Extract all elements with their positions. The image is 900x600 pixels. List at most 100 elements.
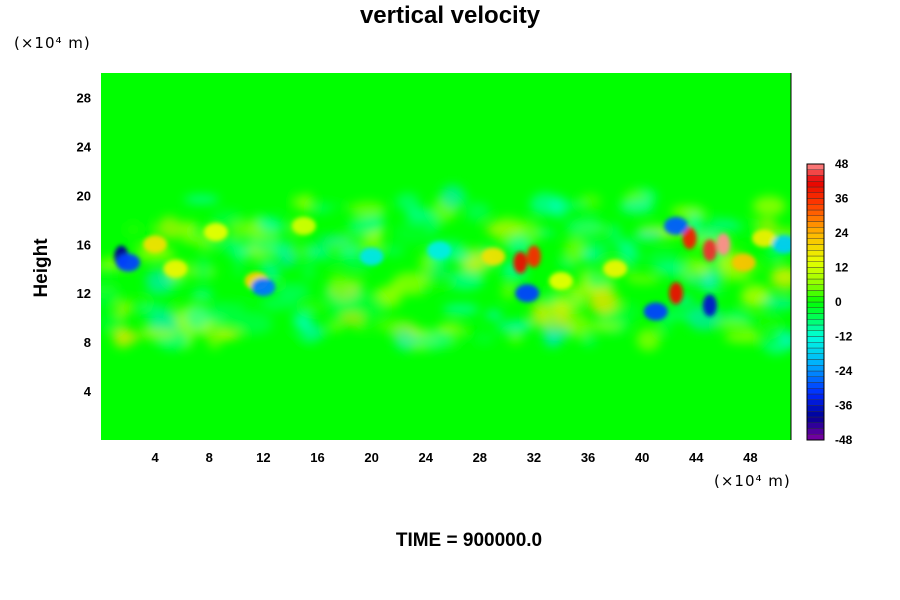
band-blob — [454, 193, 470, 205]
band-blob — [138, 328, 178, 339]
band-blob — [233, 314, 273, 335]
colorbar-tick-label: 24 — [835, 226, 849, 240]
band-blob — [762, 296, 791, 310]
band-blob — [551, 201, 585, 210]
colorbar — [806, 163, 825, 441]
band-blob — [375, 317, 406, 334]
y-tick-label: 28 — [77, 90, 91, 105]
band-blob — [380, 245, 405, 257]
x-axis-unit: (×10⁴ m) — [714, 472, 791, 490]
x-tick-label: 44 — [689, 450, 704, 465]
colorbar-swatch — [806, 388, 825, 395]
colorbar-swatch — [806, 181, 825, 188]
band-blob — [288, 244, 314, 258]
colorbar-swatch — [806, 405, 825, 412]
velocity-feature — [515, 284, 540, 303]
band-blob — [394, 328, 419, 352]
colorbar-swatch — [806, 186, 825, 193]
velocity-feature — [204, 223, 228, 242]
colorbar-swatch — [806, 204, 825, 211]
x-tick-label: 4 — [152, 450, 160, 465]
band-blob — [135, 245, 175, 262]
band-blob — [292, 309, 313, 330]
x-tick-label: 24 — [418, 450, 433, 465]
band-blob — [530, 192, 560, 216]
band-blob — [442, 303, 480, 316]
colorbar-swatch — [806, 422, 825, 429]
colorbar-swatch — [806, 175, 825, 182]
velocity-feature — [116, 253, 141, 272]
colorbar-swatch — [806, 307, 825, 314]
colorbar-swatch — [806, 244, 825, 251]
colorbar-swatch — [806, 198, 825, 205]
velocity-feature — [549, 271, 573, 290]
band-blob — [395, 192, 420, 211]
colorbar-tick-label: -36 — [835, 399, 853, 413]
band-blob — [183, 194, 220, 204]
band-blob — [219, 329, 235, 340]
x-tick-label: 40 — [635, 450, 649, 465]
x-tick-label: 32 — [527, 450, 541, 465]
colorbar-frame — [806, 163, 825, 441]
colorbar-swatch — [806, 250, 825, 257]
colorbar-tick-label: -24 — [835, 364, 853, 378]
band-blob — [393, 223, 432, 245]
band-blob — [317, 235, 355, 245]
band-blob — [659, 310, 694, 321]
band-blob — [353, 324, 373, 333]
band-blob — [347, 234, 370, 245]
band-blob — [229, 220, 256, 239]
velocity-feature — [603, 259, 628, 278]
x-tick-label: 20 — [364, 450, 378, 465]
band-blob — [605, 223, 622, 243]
band-blob — [501, 283, 516, 300]
band-blob — [416, 331, 452, 351]
band-blob — [771, 267, 791, 292]
band-blob — [157, 216, 182, 240]
colorbar-swatch — [806, 370, 825, 377]
velocity-features — [114, 216, 791, 321]
band-blob — [113, 329, 141, 345]
velocity-feature — [163, 259, 188, 278]
band-blob — [508, 234, 531, 256]
colorbar-swatch — [806, 330, 825, 337]
colorbar-swatch — [806, 232, 825, 239]
band-blob — [507, 331, 524, 345]
band-blob — [565, 217, 605, 237]
band-blob — [194, 256, 212, 282]
colorbar-swatch — [806, 353, 825, 360]
colorbar-swatch — [806, 359, 825, 366]
velocity-feature — [526, 245, 541, 268]
x-tick-label: 28 — [473, 450, 487, 465]
colorbar-swatch — [806, 278, 825, 285]
band-blob — [185, 305, 210, 331]
y-tick-label: 24 — [77, 139, 92, 154]
band-blob — [136, 305, 164, 314]
velocity-feature — [669, 282, 683, 305]
band-blob — [636, 328, 661, 352]
band-blob — [418, 252, 434, 275]
velocity-feature — [481, 247, 506, 266]
colorbar-ticks: 48 36 24 12 0 -12 -24 -36 -48 — [835, 157, 853, 447]
colorbar-tick-label: 12 — [835, 261, 849, 275]
band-blob — [583, 197, 599, 215]
band-blob — [484, 309, 503, 321]
band-blob — [620, 245, 641, 265]
band-blob — [635, 229, 666, 240]
time-label: TIME = 900000.0 — [395, 530, 543, 551]
band-blob — [726, 271, 752, 281]
colorbar-swatch — [806, 365, 825, 372]
band-blob — [741, 283, 770, 305]
band-blob — [426, 211, 441, 234]
velocity-feature — [702, 294, 717, 317]
band-blob — [626, 274, 661, 284]
colorbar-swatch — [806, 290, 825, 297]
band-blob — [301, 260, 316, 281]
colorbar-swatch — [806, 428, 825, 435]
band-blob — [311, 201, 350, 210]
band-blob — [717, 320, 749, 330]
colorbar-swatch — [806, 393, 825, 400]
colorbar-swatch — [806, 301, 825, 308]
colorbar-swatch — [806, 416, 825, 423]
colorbar-swatch — [806, 399, 825, 406]
